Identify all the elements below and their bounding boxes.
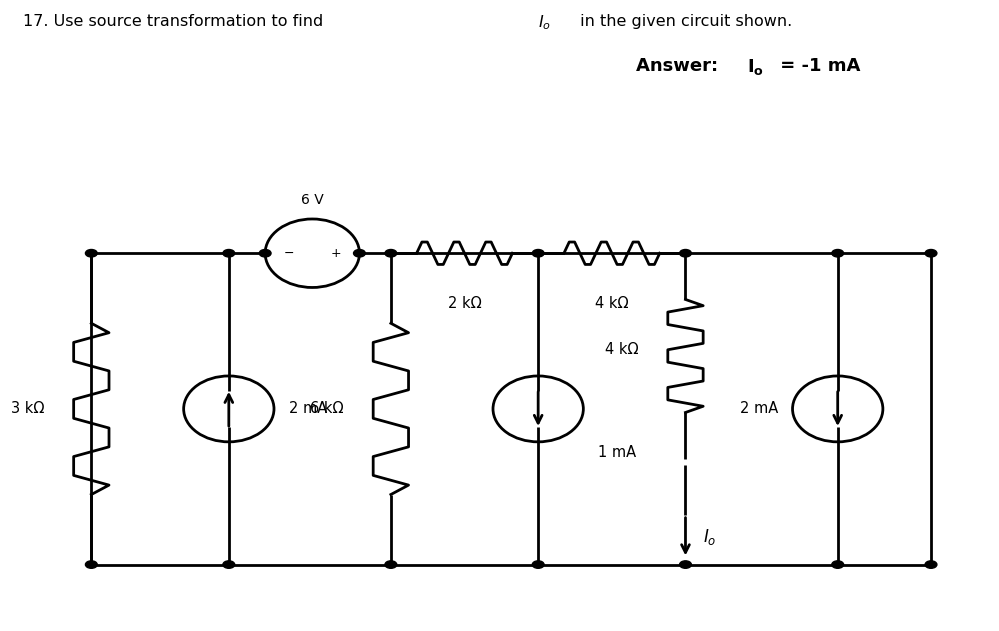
Text: 6 V: 6 V	[301, 192, 324, 206]
Text: Answer:: Answer:	[636, 57, 724, 75]
Circle shape	[532, 561, 544, 569]
Text: $I_o$: $I_o$	[703, 526, 716, 546]
Ellipse shape	[265, 219, 360, 288]
Circle shape	[679, 249, 691, 257]
Circle shape	[354, 249, 366, 257]
Text: 4 kΩ: 4 kΩ	[604, 342, 638, 357]
Text: 6 kΩ: 6 kΩ	[311, 401, 344, 416]
Text: 17. Use source transformation to find: 17. Use source transformation to find	[23, 13, 328, 28]
Circle shape	[925, 561, 937, 569]
Circle shape	[385, 561, 397, 569]
Text: −: −	[284, 247, 294, 260]
Circle shape	[223, 561, 235, 569]
Text: 4 kΩ: 4 kΩ	[595, 295, 628, 310]
Text: +: +	[331, 247, 342, 260]
Circle shape	[679, 561, 691, 569]
Text: = -1 mA: = -1 mA	[774, 57, 860, 75]
Circle shape	[532, 249, 544, 257]
Text: 3 kΩ: 3 kΩ	[11, 401, 44, 416]
Text: 2 mA: 2 mA	[289, 401, 327, 416]
Circle shape	[86, 561, 97, 569]
Text: $I_o$: $I_o$	[538, 13, 551, 32]
Circle shape	[832, 561, 843, 569]
Text: 1 mA: 1 mA	[598, 445, 636, 460]
Circle shape	[925, 249, 937, 257]
Text: 2 kΩ: 2 kΩ	[448, 295, 482, 310]
Circle shape	[832, 249, 843, 257]
Circle shape	[223, 249, 235, 257]
Circle shape	[385, 249, 397, 257]
Circle shape	[260, 249, 271, 257]
Text: 2 mA: 2 mA	[739, 401, 778, 416]
Circle shape	[86, 249, 97, 257]
Text: $\mathbf{I_o}$: $\mathbf{I_o}$	[747, 57, 764, 77]
Text: in the given circuit shown.: in the given circuit shown.	[575, 13, 793, 28]
